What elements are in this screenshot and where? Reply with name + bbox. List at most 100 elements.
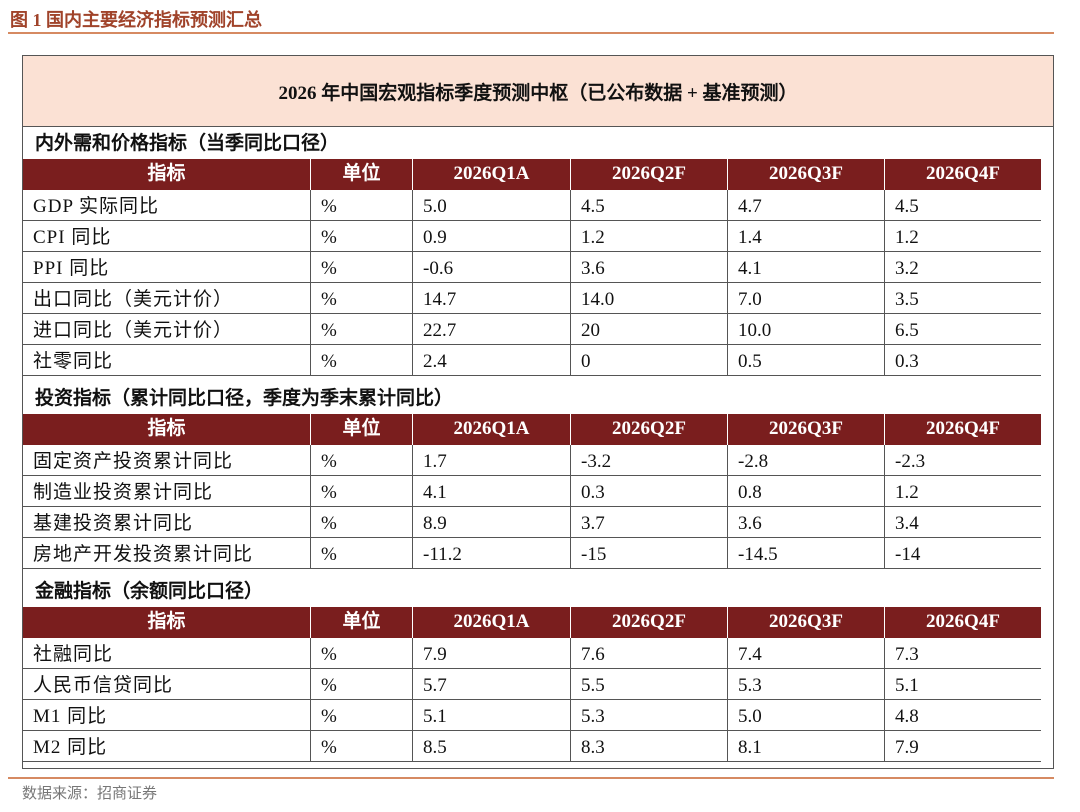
- value-cell: 7.4: [728, 638, 885, 669]
- figure-caption: 图 1 国内主要经济指标预测汇总: [10, 10, 262, 30]
- data-row: 出口同比（美元计价）% 14.7 14.0 7.0 3.5: [23, 283, 1041, 314]
- value-cell: 7.6: [571, 638, 728, 669]
- value-cell: -0.6: [413, 252, 571, 283]
- indicator-cell: M2 同比: [23, 731, 311, 762]
- value-cell: 4.8: [885, 700, 1041, 731]
- value-cell: 2.4: [413, 345, 571, 376]
- value-cell: -2.8: [728, 445, 885, 476]
- forecast-table: 2026 年中国宏观指标季度预测中枢（已公布数据 + 基准预测） 内外需和价格指…: [22, 55, 1054, 769]
- indicator-cell: 出口同比（美元计价）: [23, 283, 311, 314]
- unit-cell: %: [311, 476, 413, 507]
- value-cell: 8.9: [413, 507, 571, 538]
- value-cell: -2.3: [885, 445, 1041, 476]
- unit-cell: %: [311, 252, 413, 283]
- value-cell: 0.8: [728, 476, 885, 507]
- value-cell: 22.7: [413, 314, 571, 345]
- unit-cell: %: [311, 507, 413, 538]
- header-cell: 单位: [311, 414, 413, 445]
- data-row: PPI 同比% -0.6 3.6 4.1 3.2: [23, 252, 1041, 283]
- unit-cell: %: [311, 314, 413, 345]
- value-cell: 1.4: [728, 221, 885, 252]
- value-cell: -14.5: [728, 538, 885, 569]
- indicator-cell: 人民币信贷同比: [23, 669, 311, 700]
- data-row: 制造业投资累计同比% 4.1 0.3 0.8 1.2: [23, 476, 1041, 507]
- indicator-cell: 进口同比（美元计价）: [23, 314, 311, 345]
- value-cell: -3.2: [571, 445, 728, 476]
- indicator-cell: M1 同比: [23, 700, 311, 731]
- value-cell: 5.3: [728, 669, 885, 700]
- value-cell: 1.2: [885, 476, 1041, 507]
- header-cell: 2026Q1A: [413, 607, 571, 638]
- value-cell: 3.6: [571, 252, 728, 283]
- data-row: 社融同比% 7.9 7.6 7.4 7.3: [23, 638, 1041, 669]
- value-cell: 4.5: [885, 190, 1041, 221]
- indicator-cell: 房地产开发投资累计同比: [23, 538, 311, 569]
- indicator-cell: 固定资产投资累计同比: [23, 445, 311, 476]
- data-row: CPI 同比% 0.9 1.2 1.4 1.2: [23, 221, 1041, 252]
- header-cell: 2026Q3F: [728, 607, 885, 638]
- data-row: 房地产开发投资累计同比% -11.2 -15 -14.5 -14: [23, 538, 1041, 569]
- header-cell: 2026Q2F: [571, 414, 728, 445]
- data-row: 进口同比（美元计价）% 22.7 20 10.0 6.5: [23, 314, 1041, 345]
- data-row: 人民币信贷同比% 5.7 5.5 5.3 5.1: [23, 669, 1041, 700]
- header-cell: 指标: [23, 414, 311, 445]
- unit-cell: %: [311, 731, 413, 762]
- indicator-cell: 基建投资累计同比: [23, 507, 311, 538]
- table-title: 2026 年中国宏观指标季度预测中枢（已公布数据 + 基准预测）: [23, 56, 1053, 127]
- value-cell: 5.3: [571, 700, 728, 731]
- value-cell: 0.9: [413, 221, 571, 252]
- unit-cell: %: [311, 700, 413, 731]
- value-cell: 8.1: [728, 731, 885, 762]
- indicator-cell: 社零同比: [23, 345, 311, 376]
- value-cell: 8.5: [413, 731, 571, 762]
- value-cell: 7.9: [885, 731, 1041, 762]
- value-cell: 5.7: [413, 669, 571, 700]
- value-cell: 7.9: [413, 638, 571, 669]
- header-cell: 2026Q2F: [571, 159, 728, 190]
- value-cell: 3.6: [728, 507, 885, 538]
- value-cell: 5.0: [413, 190, 571, 221]
- value-cell: 0.5: [728, 345, 885, 376]
- value-cell: 0: [571, 345, 728, 376]
- data-row: 社零同比% 2.4 0 0.5 0.3: [23, 345, 1041, 376]
- footer-rule: [8, 777, 1054, 779]
- value-cell: 1.7: [413, 445, 571, 476]
- value-cell: 14.7: [413, 283, 571, 314]
- header-cell: 2026Q4F: [885, 607, 1041, 638]
- header-cell: 2026Q1A: [413, 159, 571, 190]
- value-cell: 7.3: [885, 638, 1041, 669]
- data-row: GDP 实际同比% 5.0 4.5 4.7 4.5: [23, 190, 1041, 221]
- header-cell: 2026Q3F: [728, 414, 885, 445]
- header-cell: 2026Q1A: [413, 414, 571, 445]
- indicator-cell: CPI 同比: [23, 221, 311, 252]
- indicator-cell: 社融同比: [23, 638, 311, 669]
- value-cell: 20: [571, 314, 728, 345]
- value-cell: 1.2: [571, 221, 728, 252]
- header-cell: 指标: [23, 159, 311, 190]
- caption-rule: [8, 32, 1054, 34]
- unit-cell: %: [311, 221, 413, 252]
- data-row: 固定资产投资累计同比% 1.7 -3.2 -2.8 -2.3: [23, 445, 1041, 476]
- unit-cell: %: [311, 445, 413, 476]
- header-cell: 2026Q4F: [885, 159, 1041, 190]
- value-cell: 8.3: [571, 731, 728, 762]
- header-row: 指标 单位 2026Q1A 2026Q2F 2026Q3F 2026Q4F: [23, 159, 1041, 190]
- header-cell: 指标: [23, 607, 311, 638]
- value-cell: 5.1: [885, 669, 1041, 700]
- data-row: M2 同比% 8.5 8.3 8.1 7.9: [23, 731, 1041, 762]
- value-cell: 6.5: [885, 314, 1041, 345]
- value-cell: 10.0: [728, 314, 885, 345]
- value-cell: 4.1: [728, 252, 885, 283]
- value-cell: 1.2: [885, 221, 1041, 252]
- header-cell: 2026Q3F: [728, 159, 885, 190]
- section-heading: 内外需和价格指标（当季同比口径）: [35, 133, 340, 154]
- value-cell: -15: [571, 538, 728, 569]
- source-note: 数据来源：招商证券: [22, 786, 158, 802]
- value-cell: 3.7: [571, 507, 728, 538]
- unit-cell: %: [311, 638, 413, 669]
- value-cell: 3.2: [885, 252, 1041, 283]
- header-row: 指标 单位 2026Q1A 2026Q2F 2026Q3F 2026Q4F: [23, 607, 1041, 638]
- value-cell: 4.7: [728, 190, 885, 221]
- section-heading: 投资指标（累计同比口径，季度为季末累计同比）: [35, 388, 454, 409]
